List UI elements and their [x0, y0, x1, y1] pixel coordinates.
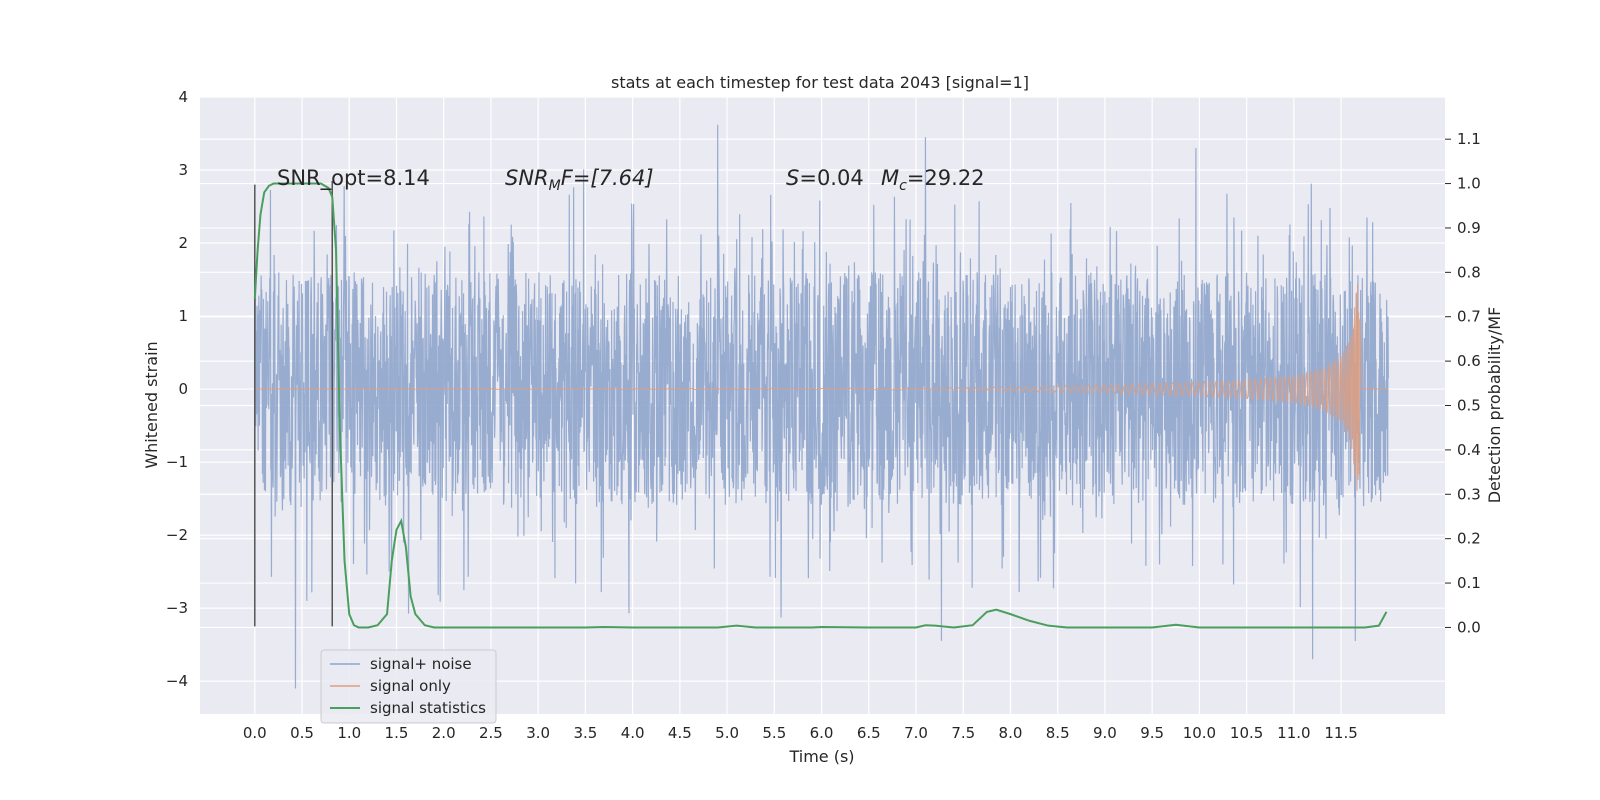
y-left-axis-label: Whitened strain — [142, 341, 161, 468]
y-left-tick-label-2: 2 — [178, 234, 188, 252]
x-tick-label-6: 3.0 — [526, 724, 550, 742]
y-right-tick-label-2: 0.9 — [1457, 219, 1481, 237]
annotation-s-value: =0.04 — [799, 166, 863, 190]
y-right-tick-label-5: 0.6 — [1457, 352, 1481, 370]
y-right-tick-label-11: 0.0 — [1457, 618, 1481, 636]
x-tick-label-3: 1.5 — [385, 724, 409, 742]
y-right-axis-label: Detection probability/MF — [1485, 307, 1504, 504]
legend-box — [320, 649, 497, 724]
y-right-tick-label-1: 1.0 — [1457, 175, 1481, 193]
y-right-tick-label-10: 0.1 — [1457, 574, 1481, 592]
x-tick-label-13: 6.5 — [857, 724, 881, 742]
series-signal-statistics-line — [253, 182, 1388, 629]
plot-content — [253, 124, 1389, 689]
y-left-tick-label-6: −2 — [166, 526, 188, 544]
y-right-tick-label-6: 0.5 — [1457, 397, 1481, 415]
y-right-axis-tick-labels: 1.1 1.0 0.9 0.8 0.7 0.6 0.5 0.4 0.3 0.2 0.1 0.0 — [1445, 130, 1481, 636]
x-tick-label-14: 7.0 — [904, 724, 928, 742]
annotation-mc-sub: c — [899, 178, 907, 194]
annotation-mc-value: =29.22 — [907, 166, 985, 190]
legend-label-signal-noise: signal+ noise — [370, 655, 472, 673]
x-tick-label-16: 8.0 — [999, 724, 1023, 742]
x-tick-label-10: 5.0 — [715, 724, 739, 742]
y-left-tick-label-4: 0 — [178, 380, 188, 398]
annotation-snr-mf-suffix: F=[7.64] — [561, 166, 654, 190]
x-tick-label-8: 4.0 — [621, 724, 645, 742]
x-tick-label-18: 9.0 — [1093, 724, 1117, 742]
y-left-tick-label-0: 4 — [178, 88, 188, 106]
y-left-tick-label-8: −4 — [166, 672, 188, 690]
annotation-snr-mf-prefix: SNR — [505, 166, 549, 190]
annotation-snr-mf: SNRMF=[7.64] — [505, 166, 654, 194]
x-tick-label-21: 10.5 — [1230, 724, 1263, 742]
x-tick-label-9: 4.5 — [668, 724, 692, 742]
y-left-tick-label-3: 1 — [178, 307, 188, 325]
y-right-tick-label-9: 0.2 — [1457, 530, 1481, 548]
x-tick-label-20: 10.0 — [1183, 724, 1216, 742]
annotation-mc-label: M — [881, 166, 899, 190]
annotation-s-label: S — [786, 166, 799, 190]
legend-label-signal-only: signal only — [370, 677, 451, 695]
annotation-mc: Mc=29.22 — [881, 166, 985, 194]
chart-title: stats at each timestep for test data 204… — [611, 73, 1029, 92]
legend: signal+ noise signal only signal statist… — [320, 649, 497, 724]
x-tick-label-15: 7.5 — [951, 724, 975, 742]
series-signal-only-line — [254, 283, 1389, 491]
y-right-tick-label-8: 0.3 — [1457, 485, 1481, 503]
x-tick-label-2: 1.0 — [337, 724, 361, 742]
y-right-tick-label-3: 0.8 — [1457, 263, 1481, 281]
x-tick-label-12: 6.0 — [810, 724, 834, 742]
x-tick-label-0: 0.0 — [243, 724, 267, 742]
y-left-axis-tick-labels: 4 3 2 1 0 −1 −2 −3 −4 — [166, 88, 188, 690]
x-tick-label-17: 8.5 — [1046, 724, 1070, 742]
x-axis-tick-labels: 0.0 0.5 1.0 1.5 2.0 2.5 3.0 3.5 4.0 4.5 5.0 5.5 6.0 6… — [243, 724, 1358, 742]
x-tick-label-23: 11.5 — [1324, 724, 1357, 742]
x-tick-label-11: 5.5 — [762, 724, 786, 742]
x-tick-label-4: 2.0 — [432, 724, 456, 742]
annotation-s: S=0.04 — [786, 166, 864, 190]
y-left-tick-label-5: −1 — [166, 453, 188, 471]
x-tick-label-19: 9.5 — [1140, 724, 1164, 742]
annotation-snr-mf-sub: M — [549, 178, 561, 194]
y-right-tick-label-0: 1.1 — [1457, 130, 1481, 148]
y-right-tick-label-4: 0.7 — [1457, 308, 1481, 326]
legend-label-signal-statistics: signal statistics — [370, 699, 486, 717]
y-left-tick-label-7: −3 — [166, 599, 188, 617]
x-tick-label-22: 11.0 — [1277, 724, 1310, 742]
x-tick-label-5: 2.5 — [479, 724, 503, 742]
x-tick-label-1: 0.5 — [290, 724, 314, 742]
x-tick-label-7: 3.5 — [573, 724, 597, 742]
y-right-tick-label-7: 0.4 — [1457, 441, 1481, 459]
x-axis-label: Time (s) — [788, 747, 854, 766]
y-left-tick-label-1: 3 — [178, 161, 188, 179]
annotation-snr-opt: SNR_opt=8.14 — [277, 166, 430, 191]
series-signal-noise-line — [254, 124, 1389, 689]
